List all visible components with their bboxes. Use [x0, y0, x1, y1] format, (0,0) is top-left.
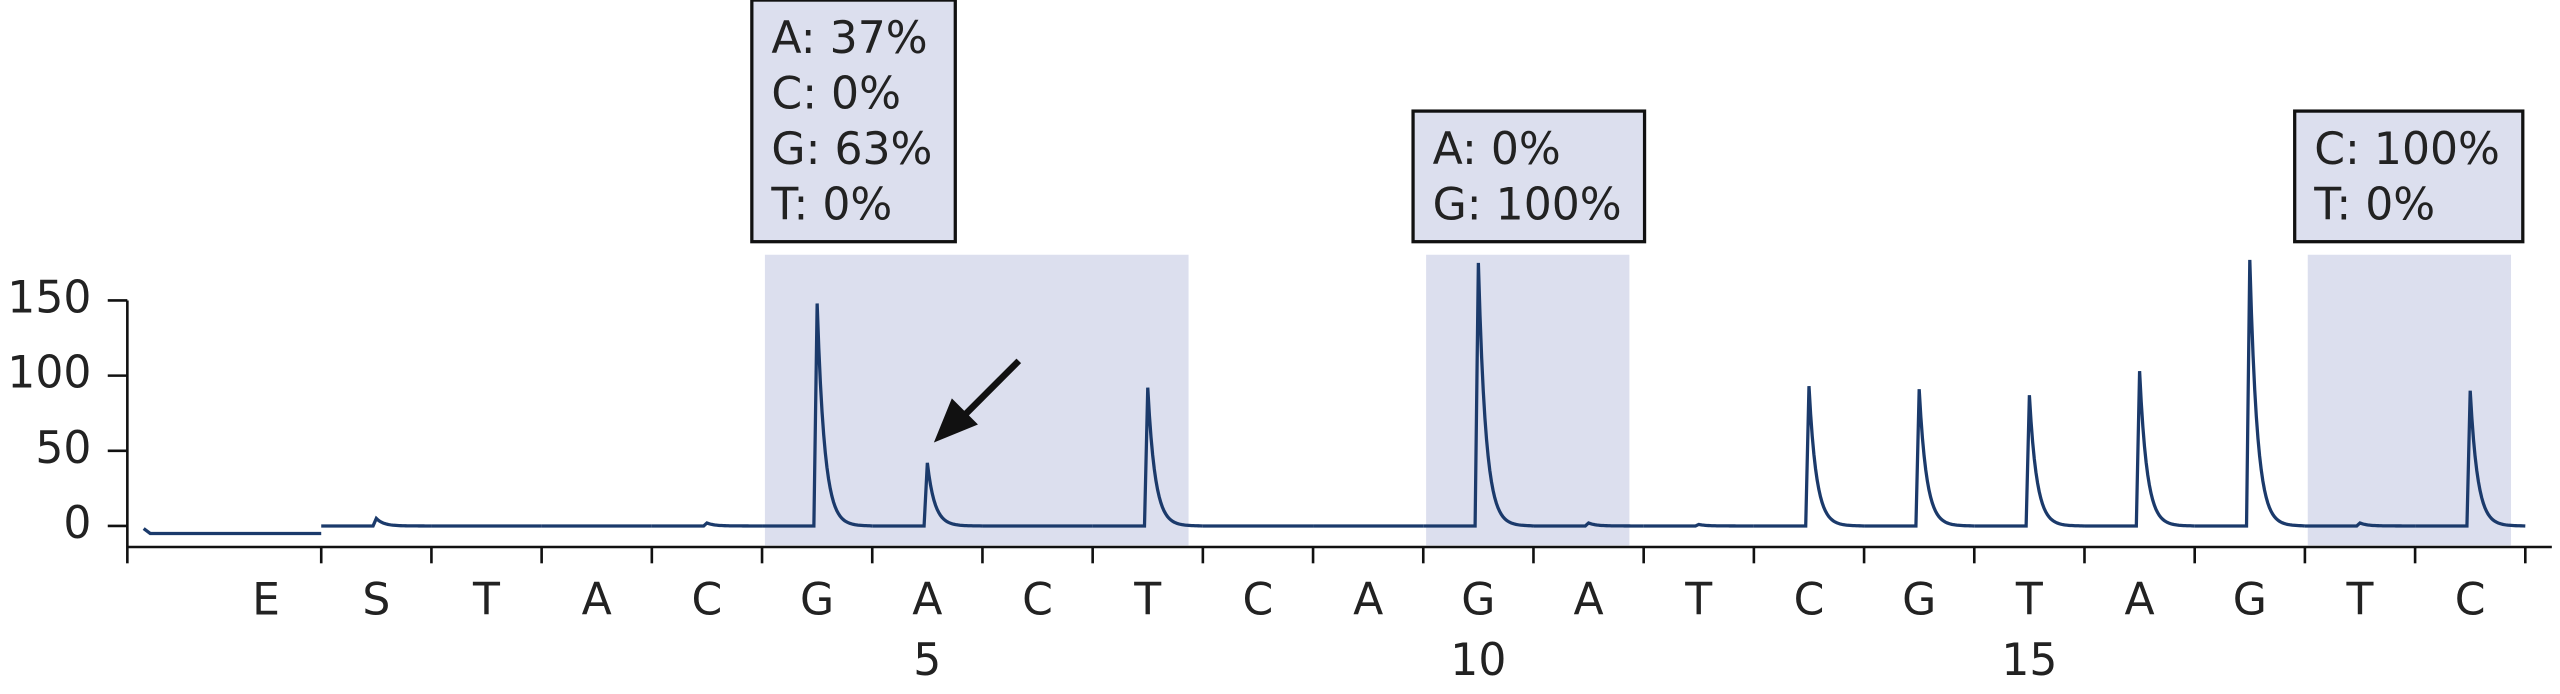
x-tick-label: C	[692, 575, 723, 626]
annotation-text: T: 0%	[2313, 179, 2435, 230]
peak	[1974, 395, 2085, 528]
peak	[1643, 522, 1754, 528]
x-tick-label: A	[582, 575, 612, 626]
x-tick-label: A	[1353, 575, 1383, 626]
x-tick-label: E	[252, 575, 280, 626]
x-tick-label: T	[472, 575, 501, 626]
peak	[872, 462, 983, 528]
peak	[2084, 371, 2195, 528]
peak	[2415, 390, 2526, 528]
peak	[1864, 389, 1975, 528]
arrow	[933, 358, 1022, 443]
x-tick-label: G	[1902, 575, 1936, 626]
x-tick-label: T	[1684, 575, 1713, 626]
y-tick-label: 150	[7, 272, 91, 323]
y-tick-label: 50	[35, 423, 91, 474]
annotation-text: A: 0%	[1433, 124, 1561, 175]
plot: 0 50 100 150 E S T A C G A 5 C T C A G 10 A T C G T 15 A G T C	[7, 259, 2552, 686]
x-tick-label: G	[1461, 575, 1495, 626]
peak	[651, 521, 763, 528]
x-tick-label: A	[912, 575, 942, 626]
peak	[2194, 259, 2306, 528]
annotation-text: A: 37%	[771, 13, 927, 64]
peak	[1753, 386, 1865, 528]
x-tick-label: C	[1794, 575, 1825, 626]
x-tick-label: T	[2015, 575, 2044, 626]
dispensation-number: 15	[2001, 635, 2057, 686]
x-tick-label: G	[2233, 575, 2267, 626]
y-tick-label: 0	[63, 498, 91, 549]
arrow-shaft	[960, 358, 1022, 419]
annotation-box	[750, 0, 957, 244]
annotation-box	[2293, 109, 2525, 244]
x-tick-label: C	[1243, 575, 1274, 626]
x-tick-label: A	[1573, 575, 1603, 626]
annotation-text: G: 100%	[1433, 179, 1622, 230]
highlight-region	[2307, 254, 2512, 546]
annotation-text: C: 100%	[2314, 124, 2500, 175]
annotation-box	[1411, 109, 1647, 244]
x-tick-label: T	[1133, 575, 1162, 626]
x-tick-label: S	[362, 575, 390, 626]
annotation-text: T: 0%	[770, 179, 892, 230]
peak	[762, 303, 873, 528]
arrow-head	[933, 398, 978, 443]
x-tick-label: G	[800, 575, 834, 626]
dispensation-number: 5	[913, 635, 941, 686]
annotation-text: G: 63%	[771, 124, 932, 175]
y-tick-label: 100	[7, 348, 91, 399]
peak	[1092, 387, 1203, 528]
regions: A: 37%C: 0%G: 63%T: 0%A: 0%G: 100%C: 100…	[750, 0, 2525, 546]
peak	[1423, 262, 1534, 528]
x-tick-label: C	[2455, 575, 2486, 626]
highlight-region	[1426, 254, 1630, 546]
peak	[1533, 521, 1644, 528]
peak	[142, 527, 322, 536]
dispensation-number: 10	[1450, 635, 1506, 686]
x-tick-label: A	[2125, 575, 2155, 626]
x-tick-label: C	[1022, 575, 1053, 626]
peak	[2304, 521, 2416, 528]
x-tick-label: T	[2346, 575, 2375, 626]
annotation-text: C: 0%	[771, 68, 901, 119]
peak	[321, 515, 432, 528]
